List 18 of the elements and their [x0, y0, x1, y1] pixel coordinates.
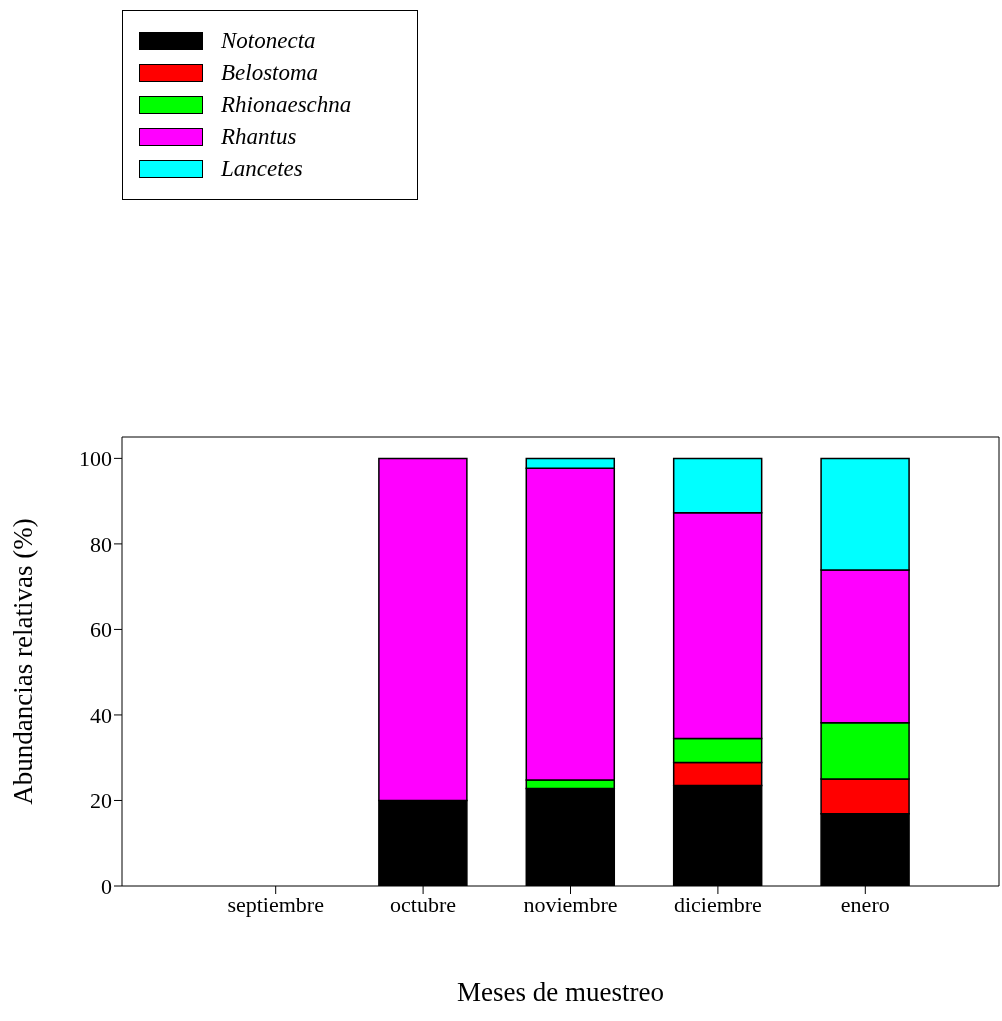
legend-label: Lancetes	[221, 156, 303, 182]
x-tick-label: enero	[840, 891, 890, 917]
y-tick-label: 100	[79, 446, 112, 472]
y-tick-label: 0	[101, 873, 112, 899]
y-axis-title: Abundancias relativas (%)	[7, 518, 38, 805]
x-tick-label: diciembre	[673, 891, 762, 917]
legend-label: Notonecta	[221, 28, 316, 54]
y-tick-label: 80	[90, 531, 112, 557]
y-tick-label: 60	[90, 617, 112, 643]
x-tick-label: noviembre	[523, 891, 618, 917]
x-axis-title: Meses de muestreo	[457, 977, 664, 1007]
x-tick-label: octubre	[390, 891, 457, 917]
legend-label: Rhantus	[221, 124, 297, 150]
y-tick-label: 20	[90, 788, 112, 814]
y-tick-label: 40	[90, 702, 112, 728]
legend-label: Rhionaeschna	[221, 92, 352, 118]
x-tick-label: septiembre	[227, 891, 324, 917]
legend-label: Belostoma	[221, 60, 319, 86]
